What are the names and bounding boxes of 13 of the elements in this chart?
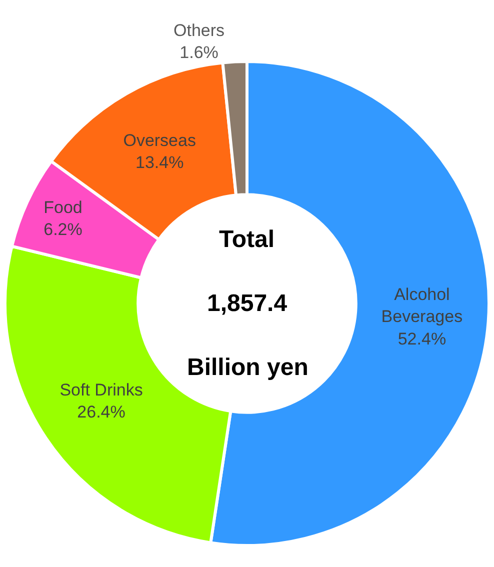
data-label: 1.6% [180,42,218,62]
text: 1,857.4 [207,290,288,317]
text: Billion yen [187,354,308,381]
slice-label: Others [174,20,225,40]
data-label: 26.4% [77,402,126,422]
slice-label: Overseas [123,130,196,150]
data-label: 6.2% [44,220,82,239]
slice-label: Food [44,198,82,217]
slice-label: Alcohol Beverages [381,285,463,326]
data-label: 13.4% [135,152,184,172]
data-label: 52.4% [398,329,446,348]
text: Total [219,226,275,253]
slice-label: Soft Drinks [60,380,143,400]
